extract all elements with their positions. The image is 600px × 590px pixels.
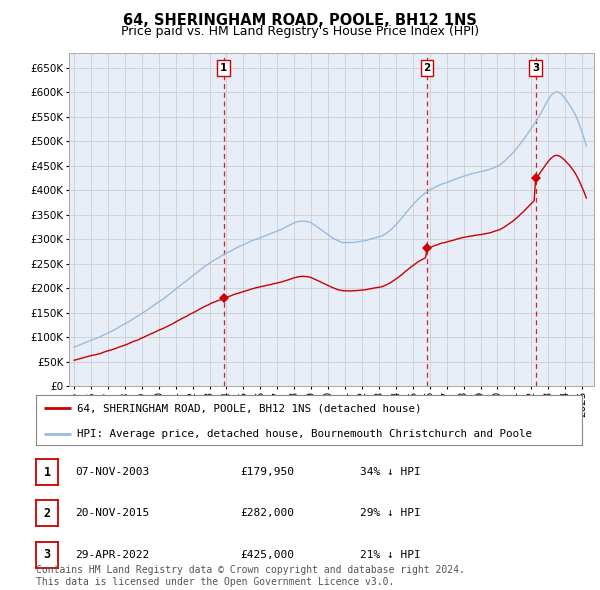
- Text: Price paid vs. HM Land Registry's House Price Index (HPI): Price paid vs. HM Land Registry's House …: [121, 25, 479, 38]
- Text: 2: 2: [44, 507, 50, 520]
- Text: 64, SHERINGHAM ROAD, POOLE, BH12 1NS: 64, SHERINGHAM ROAD, POOLE, BH12 1NS: [123, 13, 477, 28]
- Text: 29-APR-2022: 29-APR-2022: [75, 550, 149, 559]
- Text: HPI: Average price, detached house, Bournemouth Christchurch and Poole: HPI: Average price, detached house, Bour…: [77, 430, 532, 440]
- Text: £179,950: £179,950: [240, 467, 294, 477]
- Text: 29% ↓ HPI: 29% ↓ HPI: [360, 509, 421, 518]
- Text: 1: 1: [220, 63, 227, 73]
- Text: 2: 2: [423, 63, 431, 73]
- Text: 07-NOV-2003: 07-NOV-2003: [75, 467, 149, 477]
- Text: 34% ↓ HPI: 34% ↓ HPI: [360, 467, 421, 477]
- Text: 21% ↓ HPI: 21% ↓ HPI: [360, 550, 421, 559]
- Text: 64, SHERINGHAM ROAD, POOLE, BH12 1NS (detached house): 64, SHERINGHAM ROAD, POOLE, BH12 1NS (de…: [77, 404, 421, 414]
- Text: £282,000: £282,000: [240, 509, 294, 518]
- Text: 20-NOV-2015: 20-NOV-2015: [75, 509, 149, 518]
- Text: 3: 3: [44, 548, 50, 561]
- Text: £425,000: £425,000: [240, 550, 294, 559]
- Text: 1: 1: [44, 466, 50, 478]
- Text: Contains HM Land Registry data © Crown copyright and database right 2024.
This d: Contains HM Land Registry data © Crown c…: [36, 565, 465, 587]
- Text: 3: 3: [532, 63, 539, 73]
